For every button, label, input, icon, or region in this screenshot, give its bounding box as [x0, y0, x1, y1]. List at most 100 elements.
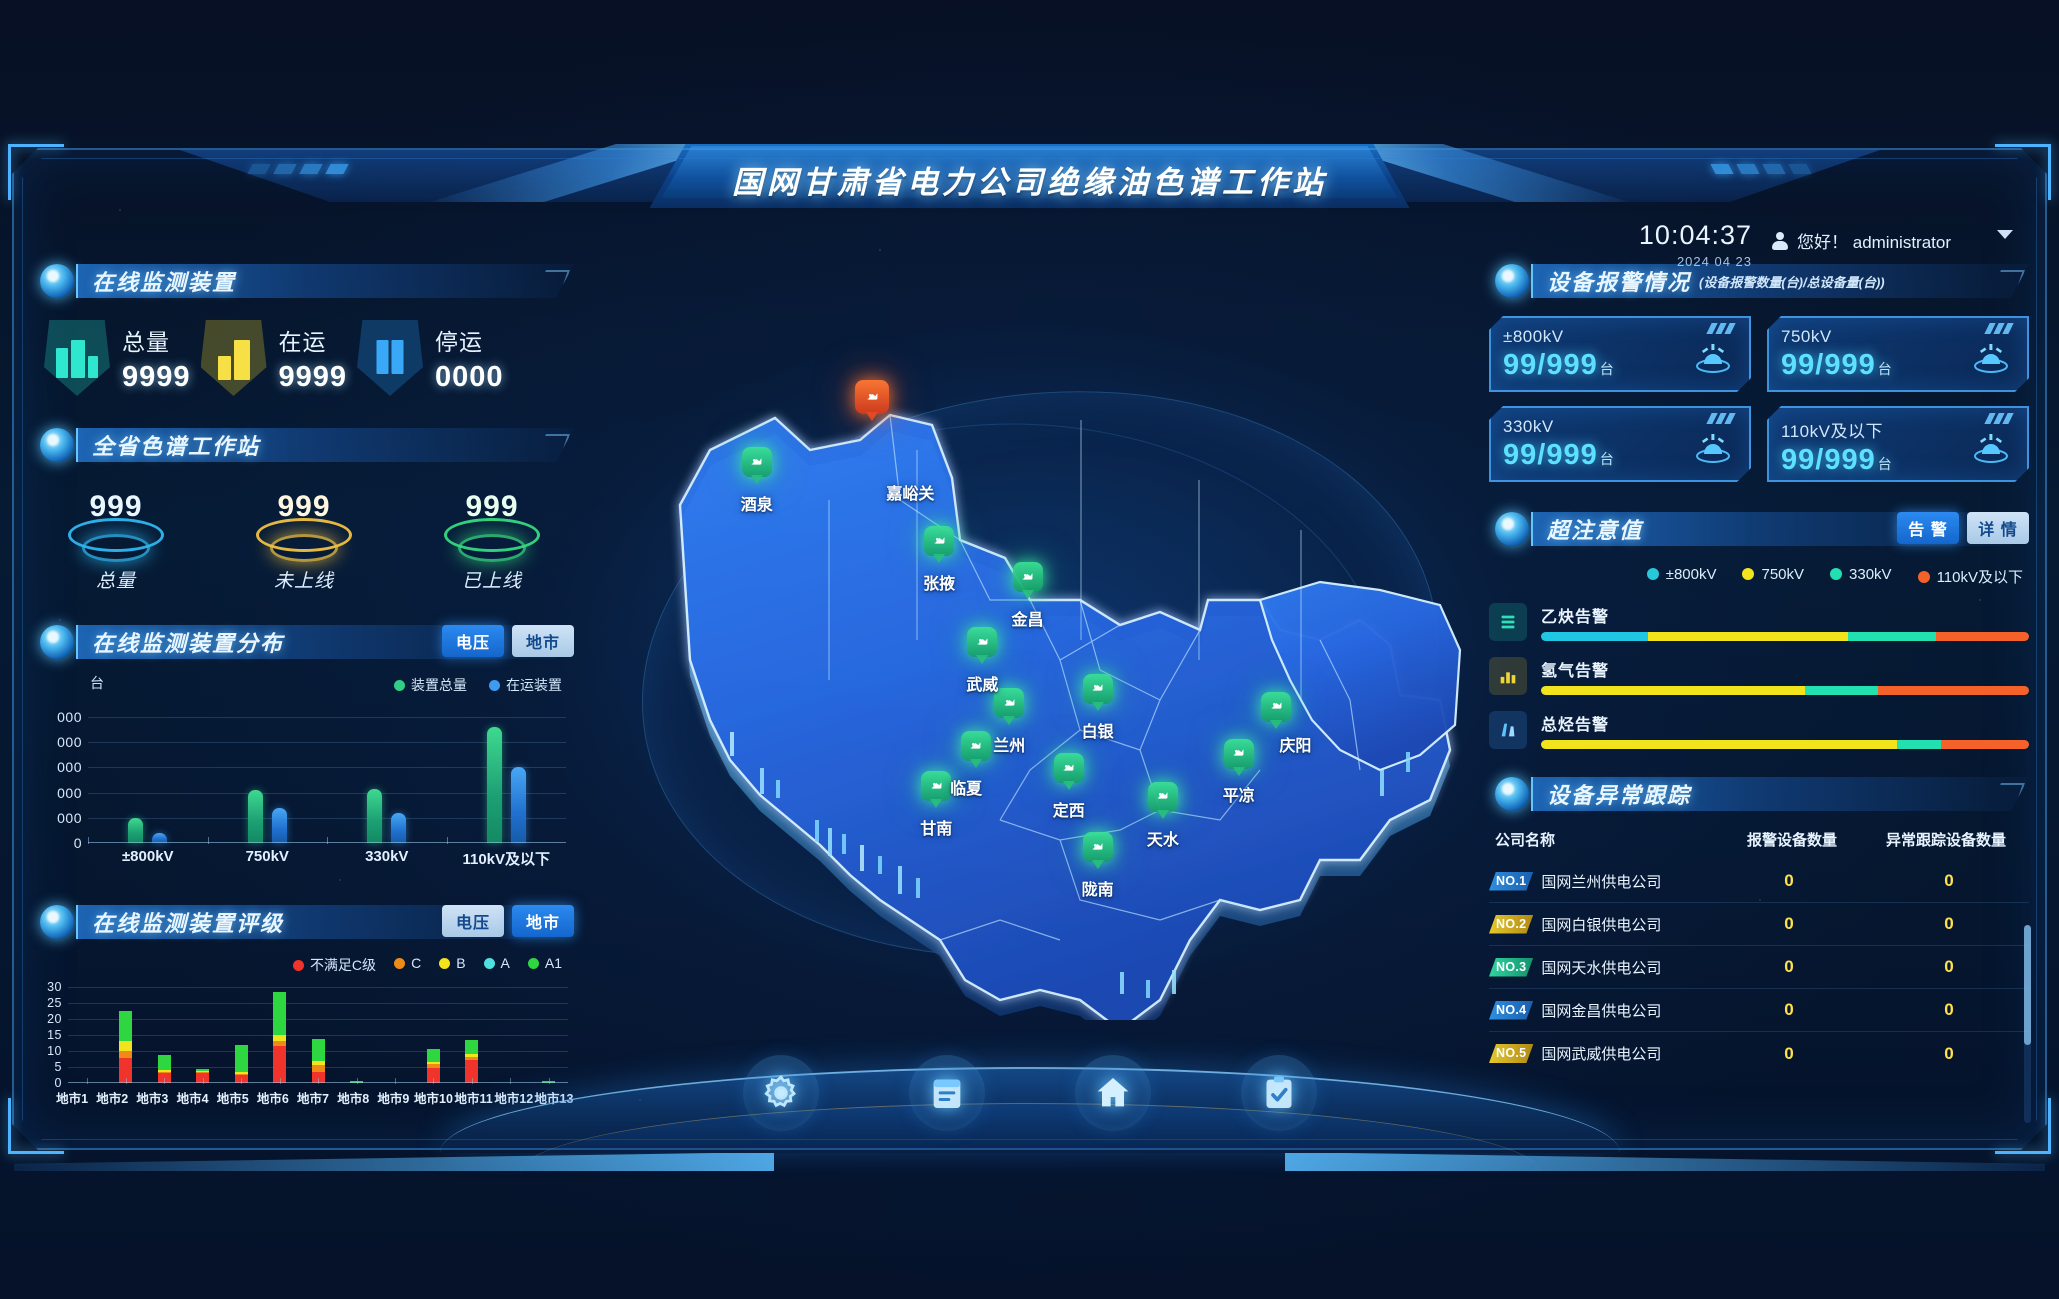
map-pin-gannan[interactable]: [921, 771, 952, 801]
legend-item-c: C: [394, 955, 421, 975]
y-axis: 000 000 000 000 000 0: [57, 709, 82, 851]
map-pin-longnan[interactable]: [1082, 832, 1113, 863]
alarm-card-330kv[interactable]: 330kV 99/999 台: [1489, 406, 1751, 482]
table-scrollbar[interactable]: [2024, 925, 2031, 1123]
bar-total[interactable]: [128, 817, 144, 843]
workstation-total[interactable]: 999 总量: [60, 490, 172, 593]
bottom-nav: [742, 1055, 1317, 1131]
attention-row-hydrocarbons[interactable]: 总烃告警: [1489, 711, 2029, 749]
stacked-bar[interactable]: [196, 1069, 210, 1083]
table-row[interactable]: NO.4 国网金昌供电公司 0 0: [1489, 989, 2029, 1032]
panel-device-rating: 在线监测装置评级 电压 地市 不满足C级 C B A A1: [34, 903, 574, 1106]
column-company: 公司名称: [1495, 832, 1556, 849]
header-swoop-left: [430, 144, 730, 202]
map-pin-zhangye[interactable]: [924, 526, 955, 557]
accent-left: [14, 1153, 774, 1171]
left-column: 在线监测装置 总量 9999: [34, 262, 574, 1106]
grid-lines: [88, 717, 566, 843]
x-tick: 地市4: [176, 1092, 209, 1106]
legend-item-a1: A1: [527, 955, 562, 975]
alarm-button[interactable]: 告 警: [1897, 512, 1959, 544]
kpi-total[interactable]: 总量 9999: [44, 320, 191, 396]
bar-group: [106, 987, 144, 1084]
bar-group: [414, 987, 452, 1084]
map-pin-wuwei[interactable]: [967, 627, 998, 657]
attention-row-hydrogen[interactable]: 氢气告警: [1489, 657, 2029, 695]
map-pin-tianshui[interactable]: [1147, 781, 1178, 812]
legend-item-750kv: 750kV: [1742, 566, 1804, 587]
bar-total[interactable]: [486, 727, 502, 843]
stacked-bar[interactable]: [119, 1011, 133, 1083]
bar-running[interactable]: [271, 807, 287, 843]
company-name: 国网天水供电公司: [1541, 959, 1662, 977]
map-pin-lanzhou[interactable]: [994, 688, 1025, 719]
x-tick: 地市1: [56, 1092, 89, 1106]
panel-online-devices: 在线监测装置 总量 9999: [34, 262, 574, 396]
workstation-offline[interactable]: 999 未上线: [248, 490, 360, 593]
rank-badge: NO.2: [1489, 915, 1533, 934]
map-pin-linxia[interactable]: [960, 731, 991, 762]
tab-city[interactable]: 地市: [512, 905, 574, 937]
nav-home-button[interactable]: [1074, 1055, 1151, 1131]
header-plate: [650, 144, 1410, 208]
panel-orb-icon: [1495, 264, 1529, 298]
alarm-card-750kv[interactable]: 750kV 99/999 台: [1767, 316, 2029, 392]
legend-item-running: 在运装置: [489, 675, 562, 695]
bar-running[interactable]: [391, 812, 407, 843]
bar-total[interactable]: [247, 790, 263, 843]
bar-group: [207, 717, 328, 844]
stacked-series: [68, 987, 568, 1084]
ws-value: 999: [465, 490, 519, 523]
table-row[interactable]: NO.3 国网天水供电公司 0 0: [1489, 946, 2029, 989]
map-pin-jiayuguan[interactable]: [855, 380, 889, 415]
kpi-running[interactable]: 在运 9999: [200, 320, 348, 396]
table-row[interactable]: NO.2 国网白银供电公司 0 0: [1489, 903, 2029, 946]
nav-tasks-button[interactable]: [1240, 1055, 1317, 1131]
bar-total[interactable]: [367, 788, 383, 843]
map-pin-dingxi[interactable]: [1053, 753, 1084, 783]
bar-running[interactable]: [510, 767, 526, 843]
map-pin-qingyang[interactable]: [1261, 691, 1292, 722]
scrollbar-thumb[interactable]: [2024, 925, 2031, 1045]
bottom-frame-accent: [0, 1127, 2059, 1171]
bar-group: [145, 987, 183, 1084]
detail-button[interactable]: 详 情: [1967, 512, 2029, 544]
map-pin-pingliang[interactable]: [1223, 738, 1254, 769]
kpi-value: 9999: [278, 360, 348, 393]
y-axis: 30 25 20 15 10 5 0: [47, 980, 62, 1090]
map-pin-baiyin[interactable]: [1082, 673, 1113, 704]
alarm-card-800kv[interactable]: ±800kV 99/999 台: [1489, 316, 1751, 392]
alarm-card-grid: ±800kV 99/999 台 750kV 99/999 台: [1489, 316, 2029, 482]
table-row[interactable]: NO.5 国网武威供电公司 0 0: [1489, 1032, 2029, 1075]
panel-orb-icon: [40, 905, 74, 939]
attention-row-acetylene[interactable]: 乙炔告警: [1489, 603, 2029, 641]
stacked-bar[interactable]: [273, 992, 287, 1083]
stacked-bar[interactable]: [465, 1040, 479, 1083]
user-menu[interactable]: 您好！ administrator: [1772, 228, 1951, 253]
chevron-down-icon[interactable]: [1997, 230, 2013, 239]
workstation-online[interactable]: 999 已上线: [436, 490, 548, 593]
header-deco-right: [1659, 164, 1812, 188]
map-container[interactable]: 酒泉 嘉峪关 张掖 金昌 武威 兰州 白银 庆阳 临夏 定西 平凉 甘南 天水 …: [560, 300, 1520, 1020]
table-row[interactable]: NO.1 国网兰州供电公司 0 0: [1489, 860, 2029, 903]
stacked-bar[interactable]: [234, 1044, 248, 1083]
map-pin-jinchang[interactable]: [1012, 562, 1043, 593]
header-plate-inner: [662, 146, 1398, 198]
bar-running[interactable]: [152, 832, 168, 843]
stacked-bar[interactable]: [157, 1055, 171, 1083]
ws-ring-icon: [256, 518, 352, 562]
tab-voltage[interactable]: 电压: [442, 625, 504, 657]
stacked-bar[interactable]: [311, 1039, 325, 1083]
stacked-bar[interactable]: [426, 1049, 440, 1083]
kpi-stopped[interactable]: 停运 0000: [357, 320, 504, 396]
alarm-count: 0: [1784, 957, 1794, 976]
nav-settings-button[interactable]: [742, 1055, 819, 1131]
alarm-card-110kv[interactable]: 110kV及以下 99/999 台: [1767, 406, 2029, 482]
tab-voltage[interactable]: 电压: [442, 905, 504, 937]
nav-records-button[interactable]: [908, 1055, 985, 1131]
ws-value: 999: [89, 490, 143, 523]
bar-group: [376, 987, 414, 1084]
x-tick: 地市2: [96, 1092, 129, 1106]
tab-city[interactable]: 地市: [512, 625, 574, 657]
map-pin-jiuquan[interactable]: [741, 447, 772, 477]
